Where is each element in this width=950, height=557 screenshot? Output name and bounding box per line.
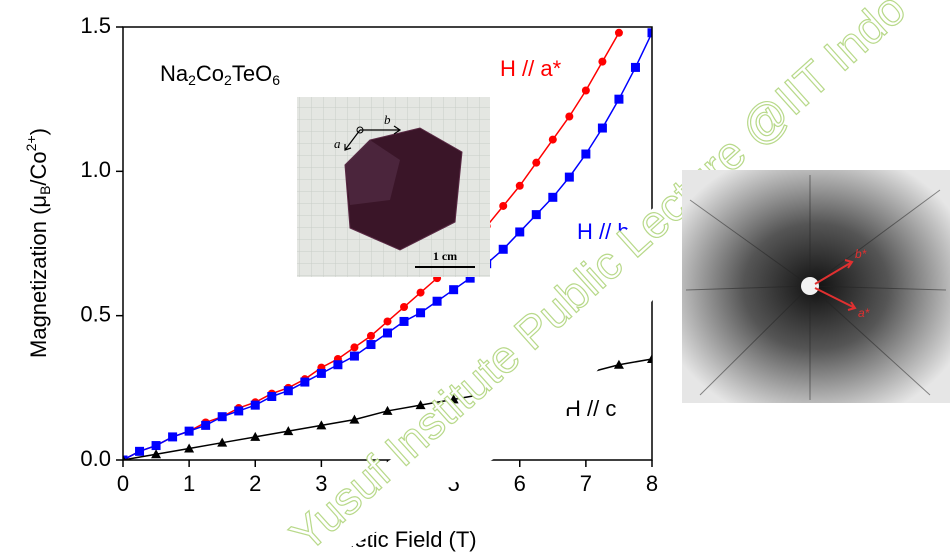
y-label-part: B [37, 186, 53, 195]
data-point [532, 158, 541, 167]
data-point [399, 316, 409, 326]
data-point [498, 244, 508, 254]
data-point [151, 441, 161, 451]
data-point [416, 288, 425, 297]
photo-label: b [384, 112, 391, 127]
laue-label: a* [858, 306, 870, 320]
data-point [283, 426, 294, 436]
data-point [597, 123, 607, 133]
data-point [349, 414, 360, 424]
data-point [400, 303, 409, 312]
y-tick-label: 0.5 [80, 301, 111, 326]
y-tick-label: 1.5 [80, 13, 111, 38]
laue-label: b* [855, 247, 867, 261]
data-point [366, 331, 375, 340]
data-point [168, 432, 178, 442]
data-point [383, 328, 392, 338]
data-point [581, 149, 591, 159]
laue-image: b* a* [682, 170, 950, 403]
data-point [581, 86, 590, 95]
data-point [432, 296, 442, 306]
y-label-part: /Co [26, 151, 51, 185]
data-point [300, 377, 310, 387]
data-point [614, 28, 623, 37]
data-point [184, 426, 194, 436]
data-point [366, 340, 376, 350]
y-label-part: Magnetization (μ [26, 195, 51, 358]
data-point [217, 412, 227, 422]
y-label-part: 2+ [23, 135, 39, 151]
data-point [614, 94, 624, 104]
photo-scale: 1 cm [433, 249, 457, 263]
y-label-part: ) [26, 128, 51, 135]
photo-label: a [334, 136, 341, 151]
data-point [333, 360, 343, 370]
data-point [515, 181, 524, 190]
y-axis-label: Magnetization (μB/Co2+) [23, 128, 53, 358]
data-point [564, 172, 574, 182]
data-point [416, 308, 426, 318]
data-point [647, 28, 652, 38]
x-tick-label: 3 [315, 471, 327, 496]
data-point [184, 443, 195, 453]
x-tick-label: 6 [514, 471, 526, 496]
x-tick-label: 0 [117, 471, 129, 496]
data-point [598, 57, 607, 66]
data-point [415, 400, 426, 410]
x-tick-label: 1 [183, 471, 195, 496]
compound-part: 2 [224, 72, 232, 88]
data-point [316, 420, 327, 430]
y-tick-label: 0.0 [80, 446, 111, 471]
data-point [383, 317, 392, 326]
data-point [647, 353, 652, 363]
data-point [217, 437, 228, 447]
data-point [135, 446, 145, 456]
data-point [548, 135, 557, 144]
data-point [201, 420, 211, 430]
x-tick-label: 2 [249, 471, 261, 496]
compound-part: TeO [232, 61, 272, 86]
series-label: H // a* [500, 56, 562, 81]
y-tick-label: 1.0 [80, 157, 111, 182]
data-point [316, 368, 326, 378]
watermark-band [255, 170, 700, 557]
data-point [250, 431, 261, 441]
data-point [283, 386, 293, 396]
data-point [449, 285, 459, 295]
data-point [531, 210, 541, 220]
compound-part: 2 [188, 72, 196, 88]
data-point [499, 201, 508, 210]
data-point [349, 351, 359, 361]
data-point [630, 62, 640, 72]
data-point [565, 112, 574, 121]
data-point [548, 192, 558, 202]
x-tick-label: 7 [580, 471, 592, 496]
data-point [350, 343, 359, 352]
data-point [448, 394, 459, 404]
data-point [613, 359, 624, 369]
data-point [250, 400, 260, 410]
data-point [267, 391, 277, 401]
data-point [151, 449, 162, 459]
compound-part: 6 [272, 72, 280, 88]
x-tick-label: 8 [646, 471, 658, 496]
data-point [123, 455, 128, 460]
compound-label: Na2Co2TeO6 [160, 61, 280, 88]
crystal-photo: b a 1 cm [297, 97, 490, 277]
data-point [382, 405, 393, 415]
compound-part: Na [160, 61, 189, 86]
data-point [515, 227, 525, 237]
data-point [234, 406, 244, 416]
compound-part: Co [196, 61, 224, 86]
data-point [465, 273, 475, 283]
